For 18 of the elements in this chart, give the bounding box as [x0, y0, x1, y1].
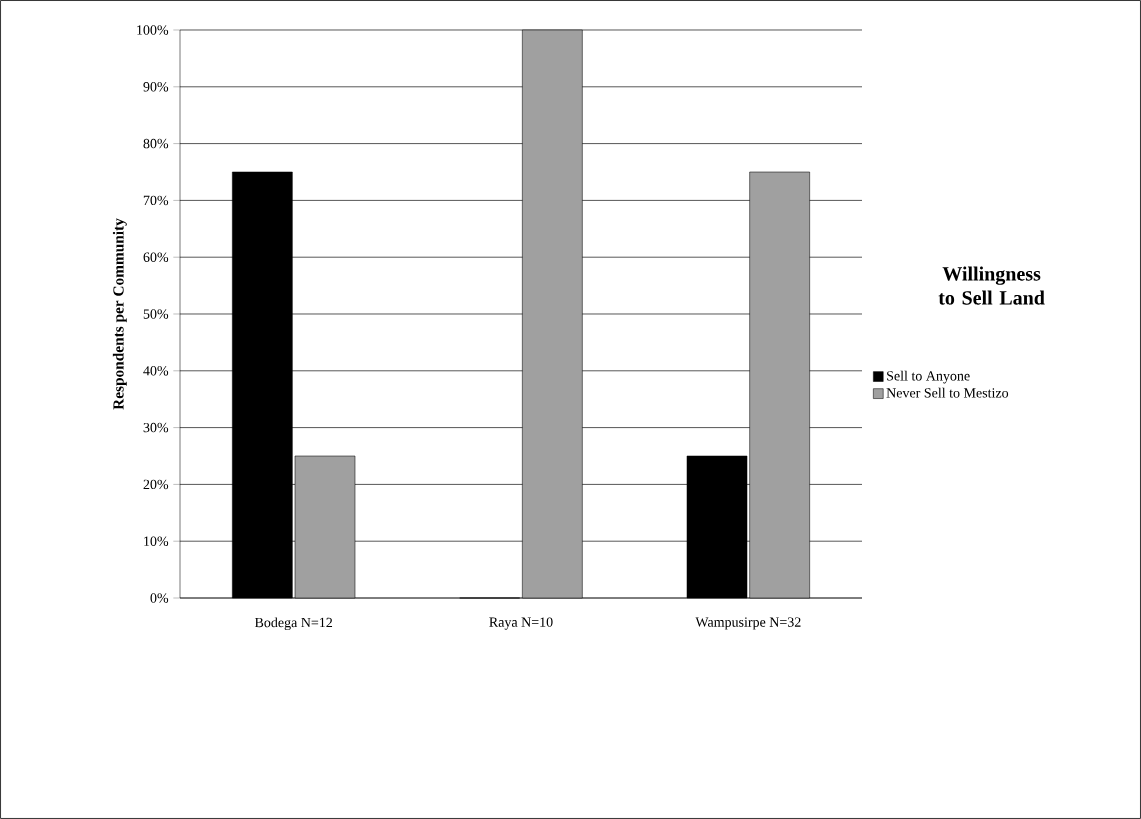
y-tick-label: 10%	[144, 536, 169, 546]
y-tick-label: 80%	[143, 138, 169, 149]
y-tick-label: 20%	[143, 479, 169, 490]
legend-title: Willingness to Sell Land	[938, 266, 1045, 305]
legend-label: Sell to Anyone	[887, 370, 970, 384]
y-tick-label: 90%	[143, 82, 169, 92]
y-tick-label: 70%	[143, 195, 169, 206]
y-axis-title: Respondents per Community	[112, 218, 127, 410]
x-tick-label: Bodega N=12	[254, 617, 333, 631]
y-tick-label: 100%	[137, 25, 169, 35]
x-tick-label: Raya N=10	[489, 617, 553, 630]
y-tick-label: 50%	[143, 309, 169, 319]
y-tick-label: 60%	[143, 252, 169, 262]
legend-label: Never Sell to Mestizo	[886, 387, 1009, 398]
y-tick-label: 30%	[143, 422, 169, 433]
y-tick-label: 40%	[143, 366, 169, 376]
x-tick-label: Wampusirpe N=32	[695, 617, 801, 630]
y-tick-label: 0%	[150, 593, 169, 603]
